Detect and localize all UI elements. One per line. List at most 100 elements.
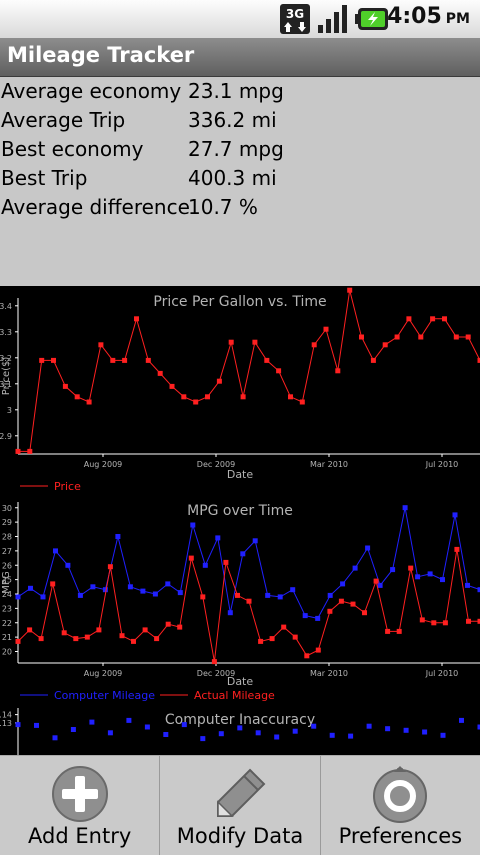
data-point [212, 659, 217, 664]
chart-title: MPG over Time [187, 503, 293, 519]
plus-icon [50, 764, 110, 824]
y-tick-label: 27 [2, 547, 12, 556]
data-point [153, 592, 158, 597]
stat-label-best-trip: Best Trip [1, 166, 87, 190]
data-point [178, 590, 183, 595]
data-point [189, 556, 194, 561]
y-tick-label: 0.13 [0, 719, 12, 728]
x-tick-label: Jul 2010 [425, 669, 459, 678]
y-tick-label: 30 [2, 504, 12, 513]
data-point [353, 566, 358, 571]
data-point [270, 636, 275, 641]
title-bar: Mileage Tracker [0, 38, 480, 77]
modify-data-label: Modify Data [160, 824, 319, 848]
add-entry-button[interactable]: Add Entry [0, 756, 160, 855]
data-point [41, 594, 46, 599]
stat-label-average-economy: Average economy [1, 79, 181, 103]
data-point [166, 622, 171, 627]
data-point [459, 718, 464, 723]
data-point [143, 627, 148, 632]
legend-label: Actual Mileage [194, 689, 275, 702]
data-point [327, 609, 332, 614]
data-point [63, 384, 68, 389]
x-tick-label: Mar 2010 [310, 460, 348, 469]
data-point [145, 725, 150, 730]
data-point [293, 635, 298, 640]
data-point [128, 584, 133, 589]
data-point [16, 639, 21, 644]
data-point [140, 589, 145, 594]
data-point [28, 586, 33, 591]
data-point [378, 583, 383, 588]
modify-data-button[interactable]: Modify Data [160, 756, 320, 855]
data-point [71, 727, 76, 732]
preferences-label: Preferences [321, 824, 480, 848]
options-menu: Add Entry Modify Data Preferences [0, 755, 480, 855]
data-point [163, 732, 168, 737]
y-tick-label: 28 [2, 533, 12, 542]
data-point [16, 449, 21, 454]
data-point [466, 619, 471, 624]
data-point [278, 594, 283, 599]
stat-label-average-trip: Average Trip [1, 108, 125, 132]
data-point [39, 636, 44, 641]
data-point [276, 368, 281, 373]
data-point [53, 735, 58, 740]
data-point [365, 546, 370, 551]
data-point [50, 581, 55, 586]
data-point [170, 384, 175, 389]
data-point [274, 735, 279, 740]
data-point [120, 633, 125, 638]
stat-value-average-trip: 336.2 mi [188, 108, 277, 132]
preferences-button[interactable]: Preferences [321, 756, 480, 855]
data-point [193, 400, 198, 405]
data-point [290, 587, 295, 592]
data-point [241, 394, 246, 399]
data-point [415, 574, 420, 579]
data-point [281, 625, 286, 630]
legend-label: Price [54, 480, 81, 493]
data-point [190, 523, 195, 528]
data-point [247, 599, 252, 604]
data-point [404, 728, 409, 733]
gear-icon [370, 764, 430, 824]
data-point [75, 394, 80, 399]
data-point [258, 639, 263, 644]
stat-value-best-economy: 27.7 mpg [188, 137, 284, 161]
y-tick-label: 26 [2, 561, 12, 570]
data-point [252, 340, 257, 345]
3g-network-icon: 3G [279, 3, 311, 35]
data-point [177, 625, 182, 630]
data-point [237, 725, 242, 730]
x-tick-label: Aug 2009 [84, 669, 123, 678]
data-point [406, 316, 411, 321]
y-axis-label: Price($) [1, 357, 12, 396]
data-point [217, 379, 222, 384]
data-point [85, 635, 90, 640]
y-tick-label: 23 [2, 604, 12, 613]
stat-label-average-difference: Average difference [1, 195, 190, 219]
data-point [223, 560, 228, 565]
stat-value-average-difference: 10.7 % [188, 195, 258, 219]
data-point [215, 535, 220, 540]
y-tick-label: 22 [2, 619, 12, 628]
charts-area[interactable]: Price Per Gallon vs. Time2.933.13.23.33.… [0, 286, 480, 756]
data-point [441, 733, 446, 738]
data-point [115, 534, 120, 539]
data-point [440, 577, 445, 582]
data-point [443, 620, 448, 625]
series-line [18, 290, 480, 451]
x-tick-label: Aug 2009 [84, 460, 123, 469]
data-point [229, 340, 234, 345]
x-axis-label: Date [227, 468, 254, 481]
data-point [108, 564, 113, 569]
data-point [454, 335, 459, 340]
data-point [315, 616, 320, 621]
data-point [219, 731, 224, 736]
data-point [108, 730, 113, 735]
y-tick-label: 21 [2, 633, 12, 642]
data-point [65, 563, 70, 568]
data-point [264, 358, 269, 363]
